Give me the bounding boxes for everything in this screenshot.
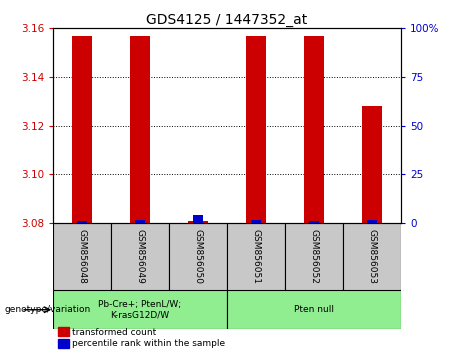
Text: Pb-Cre+; PtenL/W;
K-rasG12D/W: Pb-Cre+; PtenL/W; K-rasG12D/W xyxy=(99,300,182,319)
Bar xyxy=(227,290,401,329)
Text: genotype/variation: genotype/variation xyxy=(5,305,91,314)
Bar xyxy=(362,106,382,223)
Bar xyxy=(252,220,260,223)
Bar xyxy=(136,220,145,223)
Bar xyxy=(111,223,169,290)
Text: transformed count: transformed count xyxy=(72,327,157,337)
Bar xyxy=(53,223,111,290)
Bar xyxy=(285,223,343,290)
Bar xyxy=(188,221,208,223)
Text: GSM856052: GSM856052 xyxy=(309,229,319,284)
Bar xyxy=(367,220,377,223)
Title: GDS4125 / 1447352_at: GDS4125 / 1447352_at xyxy=(147,13,307,27)
Bar xyxy=(309,221,319,223)
Bar xyxy=(130,36,150,223)
Text: GSM856053: GSM856053 xyxy=(367,229,377,284)
Bar xyxy=(227,223,285,290)
Bar xyxy=(53,290,227,329)
Bar xyxy=(169,223,227,290)
Bar xyxy=(304,36,324,223)
Bar xyxy=(194,215,202,223)
Bar xyxy=(246,36,266,223)
Text: GSM856048: GSM856048 xyxy=(77,229,87,284)
Text: GSM856050: GSM856050 xyxy=(194,229,202,284)
Text: Pten null: Pten null xyxy=(294,305,334,314)
Bar xyxy=(343,223,401,290)
Bar xyxy=(72,36,92,223)
Text: percentile rank within the sample: percentile rank within the sample xyxy=(72,339,225,348)
Text: GSM856051: GSM856051 xyxy=(252,229,260,284)
Bar xyxy=(77,221,87,223)
Text: GSM856049: GSM856049 xyxy=(136,229,145,284)
